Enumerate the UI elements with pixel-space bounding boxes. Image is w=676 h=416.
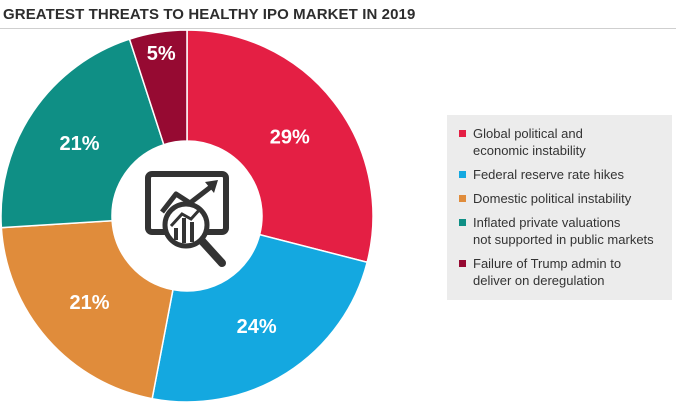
donut-slice bbox=[0, 219, 174, 400]
chart-title: GREATEST THREATS TO HEALTHY IPO MARKET I… bbox=[3, 6, 416, 23]
legend-item: Failure of Trump admin to deliver on der… bbox=[459, 255, 672, 289]
legend-swatch bbox=[459, 171, 466, 178]
legend-label: Federal reserve rate hikes bbox=[473, 167, 625, 182]
legend-label: Inflated private valuations not supporte… bbox=[473, 215, 654, 247]
legend-item: Domestic political instability bbox=[459, 190, 672, 207]
donut-value-labels: 29% 24% 21% 21% 5% bbox=[59, 43, 309, 338]
legend-swatch bbox=[459, 260, 466, 267]
chart-magnifier-icon bbox=[145, 171, 229, 267]
legend-item: Inflated private valuations not supporte… bbox=[459, 214, 672, 248]
legend-item: Global political and economic instabilit… bbox=[459, 125, 672, 159]
legend-swatch bbox=[459, 195, 466, 202]
legend-item: Federal reserve rate hikes bbox=[459, 166, 672, 183]
legend-swatch bbox=[459, 219, 466, 226]
slice-value-label: 5% bbox=[147, 43, 176, 65]
legend-label: Domestic political instability bbox=[473, 191, 632, 206]
slice-value-label: 21% bbox=[59, 133, 99, 155]
slice-value-label: 29% bbox=[270, 126, 310, 148]
chart-legend: Global political and economic instabilit… bbox=[447, 115, 672, 300]
legend-swatch bbox=[459, 130, 466, 137]
slice-value-label: 24% bbox=[237, 316, 277, 338]
legend-label: Failure of Trump admin to deliver on der… bbox=[473, 256, 622, 288]
legend-label: Global political and economic instabilit… bbox=[473, 126, 586, 158]
title-divider bbox=[0, 28, 676, 29]
slice-value-label: 21% bbox=[69, 292, 109, 314]
